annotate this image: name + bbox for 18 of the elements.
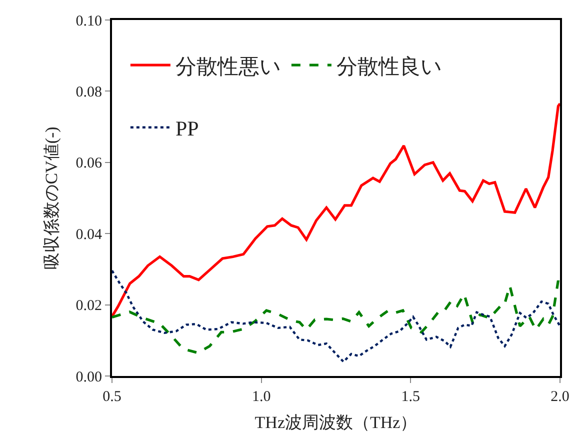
line-series xyxy=(112,270,560,363)
y-tick-label: 0.06 xyxy=(76,156,102,172)
x-tick-label: 1.0 xyxy=(252,389,271,405)
x-tick-label: 1.5 xyxy=(401,389,420,405)
x-axis-title: THz波周波数（THz） xyxy=(254,412,418,432)
x-tick-label: 2.0 xyxy=(550,389,570,405)
legend-label: 分散性悪い xyxy=(175,54,282,78)
legend-label: 分散性良い xyxy=(336,54,442,78)
y-axis-title: 吸収係数のCV値(-) xyxy=(42,126,61,270)
x-tick-label: 0.5 xyxy=(102,389,122,405)
legend-label: PP xyxy=(175,116,199,141)
line-series xyxy=(112,279,560,354)
line-series xyxy=(112,102,560,318)
y-tick-label: 0.08 xyxy=(76,84,102,100)
y-tick-label: 0.00 xyxy=(76,369,102,386)
y-tick-label: 0.02 xyxy=(76,298,102,314)
y-tick-label: 0.10 xyxy=(76,13,102,30)
y-tick-label: 0.04 xyxy=(76,226,102,243)
